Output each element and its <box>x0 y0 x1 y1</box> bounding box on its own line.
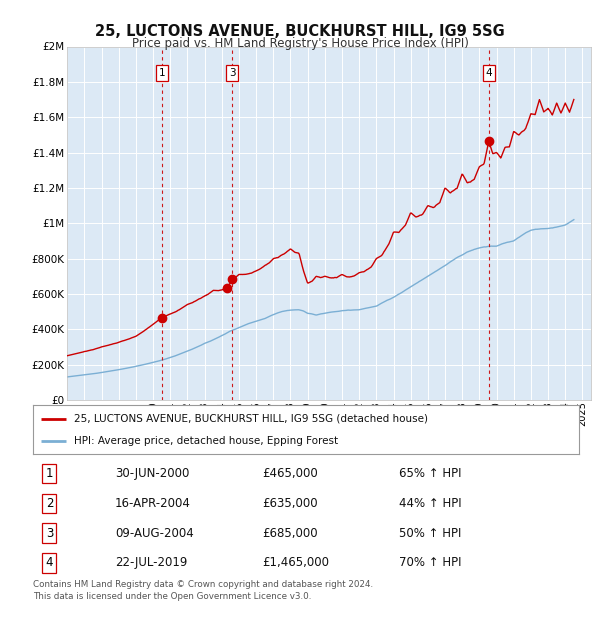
Text: Price paid vs. HM Land Registry's House Price Index (HPI): Price paid vs. HM Land Registry's House … <box>131 37 469 50</box>
Text: 4: 4 <box>46 557 53 569</box>
Text: 70% ↑ HPI: 70% ↑ HPI <box>399 557 461 569</box>
Text: 22-JUL-2019: 22-JUL-2019 <box>115 557 187 569</box>
Text: £685,000: £685,000 <box>262 527 318 539</box>
Text: £465,000: £465,000 <box>262 467 318 480</box>
Text: 1: 1 <box>46 467 53 480</box>
Text: 3: 3 <box>229 68 236 78</box>
Text: 65% ↑ HPI: 65% ↑ HPI <box>399 467 461 480</box>
Text: 50% ↑ HPI: 50% ↑ HPI <box>399 527 461 539</box>
Text: 16-APR-2004: 16-APR-2004 <box>115 497 191 510</box>
Text: 44% ↑ HPI: 44% ↑ HPI <box>399 497 461 510</box>
Text: 30-JUN-2000: 30-JUN-2000 <box>115 467 189 480</box>
Text: 2: 2 <box>46 497 53 510</box>
Text: 09-AUG-2004: 09-AUG-2004 <box>115 527 194 539</box>
Text: 25, LUCTONS AVENUE, BUCKHURST HILL, IG9 5SG (detached house): 25, LUCTONS AVENUE, BUCKHURST HILL, IG9 … <box>74 414 428 423</box>
Text: 1: 1 <box>158 68 165 78</box>
Text: Contains HM Land Registry data © Crown copyright and database right 2024.
This d: Contains HM Land Registry data © Crown c… <box>33 580 373 601</box>
Text: £635,000: £635,000 <box>262 497 318 510</box>
Text: 4: 4 <box>485 68 492 78</box>
Text: 25, LUCTONS AVENUE, BUCKHURST HILL, IG9 5SG: 25, LUCTONS AVENUE, BUCKHURST HILL, IG9 … <box>95 24 505 38</box>
Text: £1,465,000: £1,465,000 <box>262 557 329 569</box>
Text: HPI: Average price, detached house, Epping Forest: HPI: Average price, detached house, Eppi… <box>74 436 338 446</box>
Text: 3: 3 <box>46 527 53 539</box>
